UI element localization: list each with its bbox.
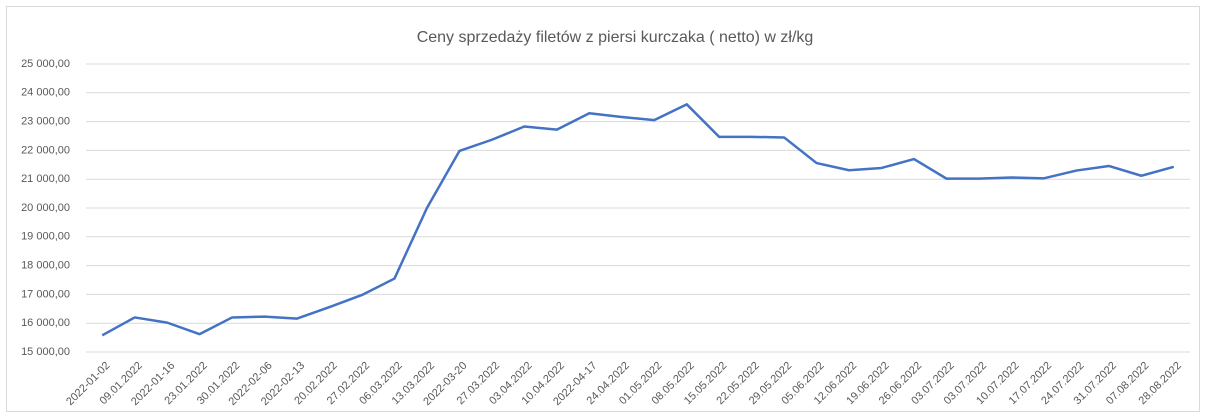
y-tick-label: 19 000,00 <box>21 231 70 243</box>
y-tick-label: 21 000,00 <box>21 173 70 185</box>
y-tick-label: 24 000,00 <box>21 87 70 99</box>
chart-border <box>6 6 1200 412</box>
y-tick-label: 18 000,00 <box>21 260 70 272</box>
y-tick-label: 16 000,00 <box>21 317 70 329</box>
y-tick-label: 15 000,00 <box>21 346 70 358</box>
line-series <box>101 103 1175 337</box>
y-tick-label: 20 000,00 <box>21 202 70 214</box>
chart-title: Ceny sprzedaży filetów z piersi kurczaka… <box>417 29 814 46</box>
y-tick-label: 23 000,00 <box>21 116 70 128</box>
y-tick-label: 17 000,00 <box>21 288 70 300</box>
y-tick-label: 25 000,00 <box>21 58 70 70</box>
y-tick-label: 22 000,00 <box>21 144 70 156</box>
